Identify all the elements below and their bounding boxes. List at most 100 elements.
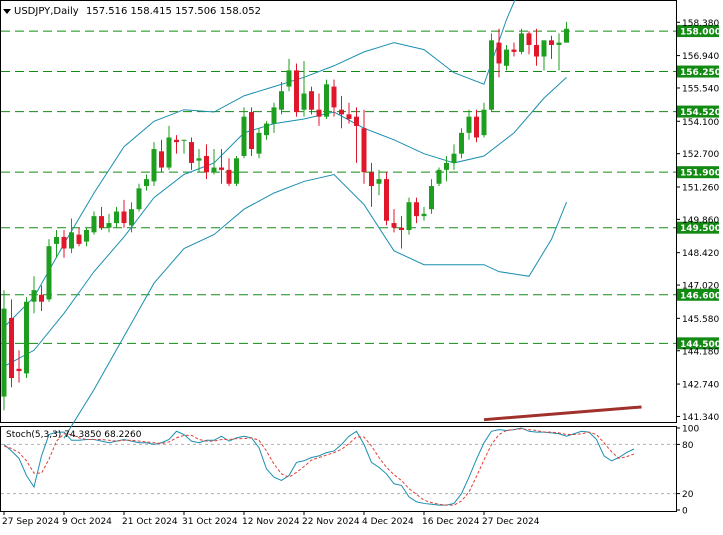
level-price-tag xyxy=(677,105,719,118)
time-tick-label: 4 Dec 2024 xyxy=(362,517,414,527)
price-panel-border xyxy=(0,0,677,423)
band-upper xyxy=(3,0,516,328)
candle-body xyxy=(204,155,209,173)
time-tick-label: 31 Oct 2024 xyxy=(182,517,238,527)
candle-body xyxy=(474,116,479,138)
candle-body xyxy=(526,33,532,45)
stoch-label: Stoch(5,3,3) 74.3850 68.2260 xyxy=(6,430,142,440)
candle-body xyxy=(534,44,539,57)
candle-body xyxy=(114,211,119,224)
candle-body xyxy=(1,308,7,397)
candle-body xyxy=(99,216,104,228)
candle-body xyxy=(54,236,59,244)
stoch-tick-label: 20 xyxy=(682,490,694,500)
level-price-label: 158.000 xyxy=(680,28,721,38)
candle-body xyxy=(541,40,547,57)
candle-body xyxy=(496,42,502,64)
stoch-tick-label: 0 xyxy=(682,507,688,517)
candle-body xyxy=(511,49,517,52)
time-axis: 27 Sep 2024 9 Oct 2024 21 Oct 2024 31 Oct 2… xyxy=(2,511,540,527)
time-tick-label: 21 Oct 2024 xyxy=(122,517,178,527)
stoch-tick-label: 80 xyxy=(682,441,694,451)
candle-body xyxy=(301,93,307,110)
price-tick-label: 142.740 xyxy=(682,381,719,391)
candle-body xyxy=(549,40,554,45)
candle-body xyxy=(429,186,434,210)
candle-body xyxy=(339,109,344,115)
level-price-tag xyxy=(677,221,719,234)
candle-body xyxy=(61,236,67,249)
candle-body xyxy=(226,169,232,184)
candle-body xyxy=(556,42,562,45)
trendline-segment xyxy=(483,405,642,422)
level-price-tag xyxy=(677,25,719,38)
candle-body xyxy=(256,132,262,154)
candle-body xyxy=(466,116,472,133)
horizontal-levels: 158.000 156.250 154.520 151.900 149.500 146.6… xyxy=(1,25,721,350)
candle-body xyxy=(286,70,292,87)
price-tick-label: 149.860 xyxy=(682,216,719,226)
symbol-label: USDJPY,Daily xyxy=(14,6,79,17)
candle-body xyxy=(84,230,89,242)
price-tick-label: 151.260 xyxy=(682,183,719,193)
candle-body xyxy=(421,213,427,217)
candle-body xyxy=(399,227,404,231)
candle-body xyxy=(31,290,37,302)
candle-body xyxy=(91,216,97,233)
candle-body xyxy=(354,116,359,126)
candle-body xyxy=(196,158,202,161)
bollinger-bands xyxy=(3,0,567,439)
level-price-label: 149.500 xyxy=(680,224,721,234)
level-price-label: 144.500 xyxy=(680,340,721,350)
price-axis: 158.380 156.940 155.540 154.100 152.700 151.2… xyxy=(676,19,719,423)
candles xyxy=(1,21,569,411)
price-tick-label: 145.580 xyxy=(682,315,719,325)
price-tick-label: 141.340 xyxy=(682,413,719,423)
stoch-axis: 100 80 20 0 xyxy=(676,425,699,517)
time-tick-label: 9 Oct 2024 xyxy=(62,517,112,527)
candle-body xyxy=(249,112,254,150)
candle-body xyxy=(166,137,172,168)
level-price-tag xyxy=(677,288,719,301)
time-tick-label: 22 Nov 2024 xyxy=(302,517,360,527)
price-tick-label: 154.100 xyxy=(682,118,719,128)
price-tick-label: 152.700 xyxy=(682,150,719,160)
candle-body xyxy=(451,153,457,163)
candle-body xyxy=(219,167,224,170)
candle-body xyxy=(159,151,164,168)
candle-body xyxy=(76,234,82,244)
level-price-tag xyxy=(677,166,719,179)
candle-body xyxy=(564,28,569,43)
collapse-triangle-icon[interactable] xyxy=(3,9,11,14)
stoch-signal-line xyxy=(3,428,635,506)
level-price-tag xyxy=(677,337,719,350)
ohlc-readout: 157.516 158.415 157.506 158.052 xyxy=(86,6,261,17)
band-middle xyxy=(3,76,567,367)
candle-body xyxy=(24,301,29,374)
candle-body xyxy=(444,162,449,170)
candle-body xyxy=(279,91,284,110)
candle-body xyxy=(46,246,52,300)
candle-body xyxy=(481,109,487,136)
candle-body xyxy=(9,317,14,379)
candle-body xyxy=(121,211,127,224)
candle-body xyxy=(309,91,314,110)
candle-body xyxy=(174,139,179,143)
candle-body xyxy=(136,188,142,210)
level-price-label: 151.900 xyxy=(680,169,721,179)
candle-body xyxy=(489,40,494,110)
level-price-label: 154.520 xyxy=(680,108,721,118)
candle-body xyxy=(106,223,112,228)
candle-body xyxy=(211,167,217,173)
candle-body xyxy=(234,158,239,184)
candle-body xyxy=(69,232,74,249)
price-tick-label: 155.540 xyxy=(682,84,719,94)
candle-body xyxy=(39,294,44,302)
candle-body xyxy=(181,139,187,141)
candle-body xyxy=(504,49,509,66)
time-tick-label: 27 Dec 2024 xyxy=(482,517,540,527)
candle-body xyxy=(384,179,389,221)
